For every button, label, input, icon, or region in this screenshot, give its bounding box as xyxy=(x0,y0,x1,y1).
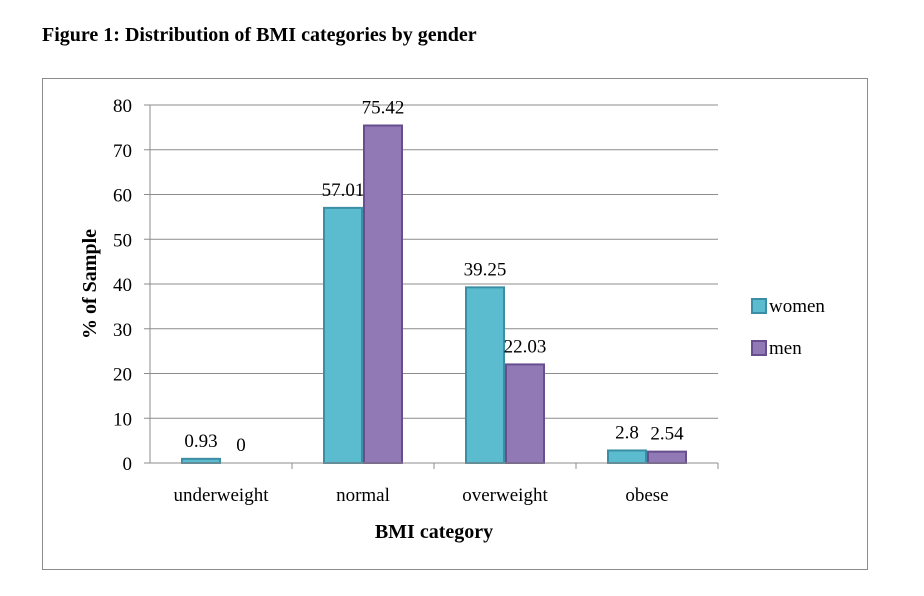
legend-label-women: women xyxy=(769,296,825,317)
bar-men-overweight xyxy=(505,363,545,464)
bar-women-normal xyxy=(323,206,363,464)
y-axis-ticks: 0 10 20 30 40 50 60 70 80 xyxy=(113,96,150,475)
y-tick-label: 20 xyxy=(113,365,132,386)
y-tick-label: 50 xyxy=(113,230,132,251)
gridlines xyxy=(150,104,718,419)
data-labels: 0.93 0 57.01 75.42 39.25 22.03 2.8 2.54 xyxy=(184,97,684,456)
y-tick-label: 10 xyxy=(113,409,132,430)
bars xyxy=(181,124,687,465)
legend-label-men: men xyxy=(769,338,802,359)
data-label-women-obese: 2.8 xyxy=(615,422,639,443)
legend-swatch-men xyxy=(751,340,767,356)
bar-men-normal xyxy=(363,124,403,464)
data-label-men-obese: 2.54 xyxy=(650,424,684,445)
y-tick-label: 70 xyxy=(113,141,132,162)
bar-women-underweight xyxy=(181,457,221,465)
x-tick-label-overweight: overweight xyxy=(462,485,548,506)
data-label-women-normal: 57.01 xyxy=(322,180,365,201)
figure-title: Figure 1: Distribution of BMI categories… xyxy=(42,24,477,46)
data-label-women-overweight: 39.25 xyxy=(464,259,507,280)
y-tick-label: 0 xyxy=(123,454,133,475)
data-label-men-underweight: 0 xyxy=(236,435,246,456)
bar-men-obese xyxy=(647,450,687,465)
bar-women-overweight xyxy=(465,286,505,465)
y-axis-title: % of Sample xyxy=(79,229,101,339)
y-tick-label: 60 xyxy=(113,186,132,207)
y-tick-label: 40 xyxy=(113,275,132,296)
legend: women men xyxy=(751,296,825,359)
x-tick-label-normal: normal xyxy=(336,485,390,506)
x-axis-title: BMI category xyxy=(375,521,493,543)
chart-frame xyxy=(42,78,868,570)
x-tick-label-obese: obese xyxy=(625,485,668,506)
data-label-men-overweight: 22.03 xyxy=(504,336,547,357)
x-axis-ticks: underweight normal overweight obese xyxy=(174,463,719,506)
y-tick-label: 80 xyxy=(113,96,132,117)
data-label-men-normal: 75.42 xyxy=(362,97,405,118)
data-label-women-underweight: 0.93 xyxy=(184,431,217,452)
bar-women-obese xyxy=(607,449,647,465)
y-tick-label: 30 xyxy=(113,320,132,341)
x-tick-label-underweight: underweight xyxy=(174,485,270,506)
legend-swatch-women xyxy=(751,298,767,314)
